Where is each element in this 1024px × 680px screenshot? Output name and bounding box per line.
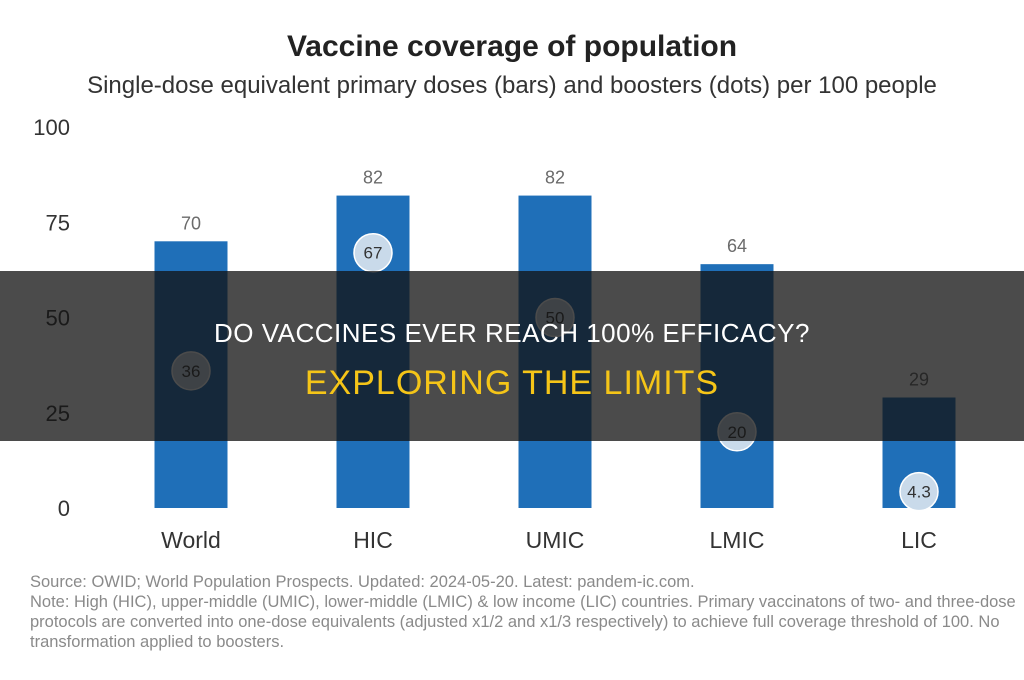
- x-tick-label: LIC: [901, 527, 937, 553]
- overlay-banner: [0, 271, 1024, 441]
- bar-value-label: 82: [363, 168, 383, 188]
- booster-dot: [899, 471, 939, 512]
- bar-value-label: 82: [545, 168, 565, 188]
- booster-value-label: 67: [364, 244, 383, 263]
- overlay-subtitle: EXPLORING THE LIMITS: [304, 364, 720, 402]
- footnote: Source: OWID; World Population Prospects…: [30, 572, 1024, 652]
- bar-value-label: 64: [727, 236, 747, 256]
- y-tick-label: 0: [58, 496, 70, 521]
- overlay-title: DO VACCINES EVER REACH 100% EFFICACY?: [214, 318, 810, 348]
- x-tick-label: World: [161, 527, 221, 553]
- chart-subtitle: Single-dose equivalent primary doses (ba…: [87, 72, 937, 99]
- source-note: Source: OWID; World Population Prospects…: [30, 573, 695, 591]
- bar-value-label: 70: [181, 213, 201, 233]
- chart-title: Vaccine coverage of population: [286, 30, 738, 63]
- methodology-note: Note: High (HIC), upper-middle (UMIC), l…: [30, 593, 1016, 651]
- x-tick-label: UMIC: [526, 527, 585, 553]
- booster-value-label: 4.3: [907, 483, 931, 502]
- y-tick-label: 75: [46, 210, 70, 235]
- x-tick-label: LMIC: [710, 527, 765, 553]
- x-tick-label: HIC: [353, 527, 393, 553]
- y-tick-label: 100: [33, 115, 70, 140]
